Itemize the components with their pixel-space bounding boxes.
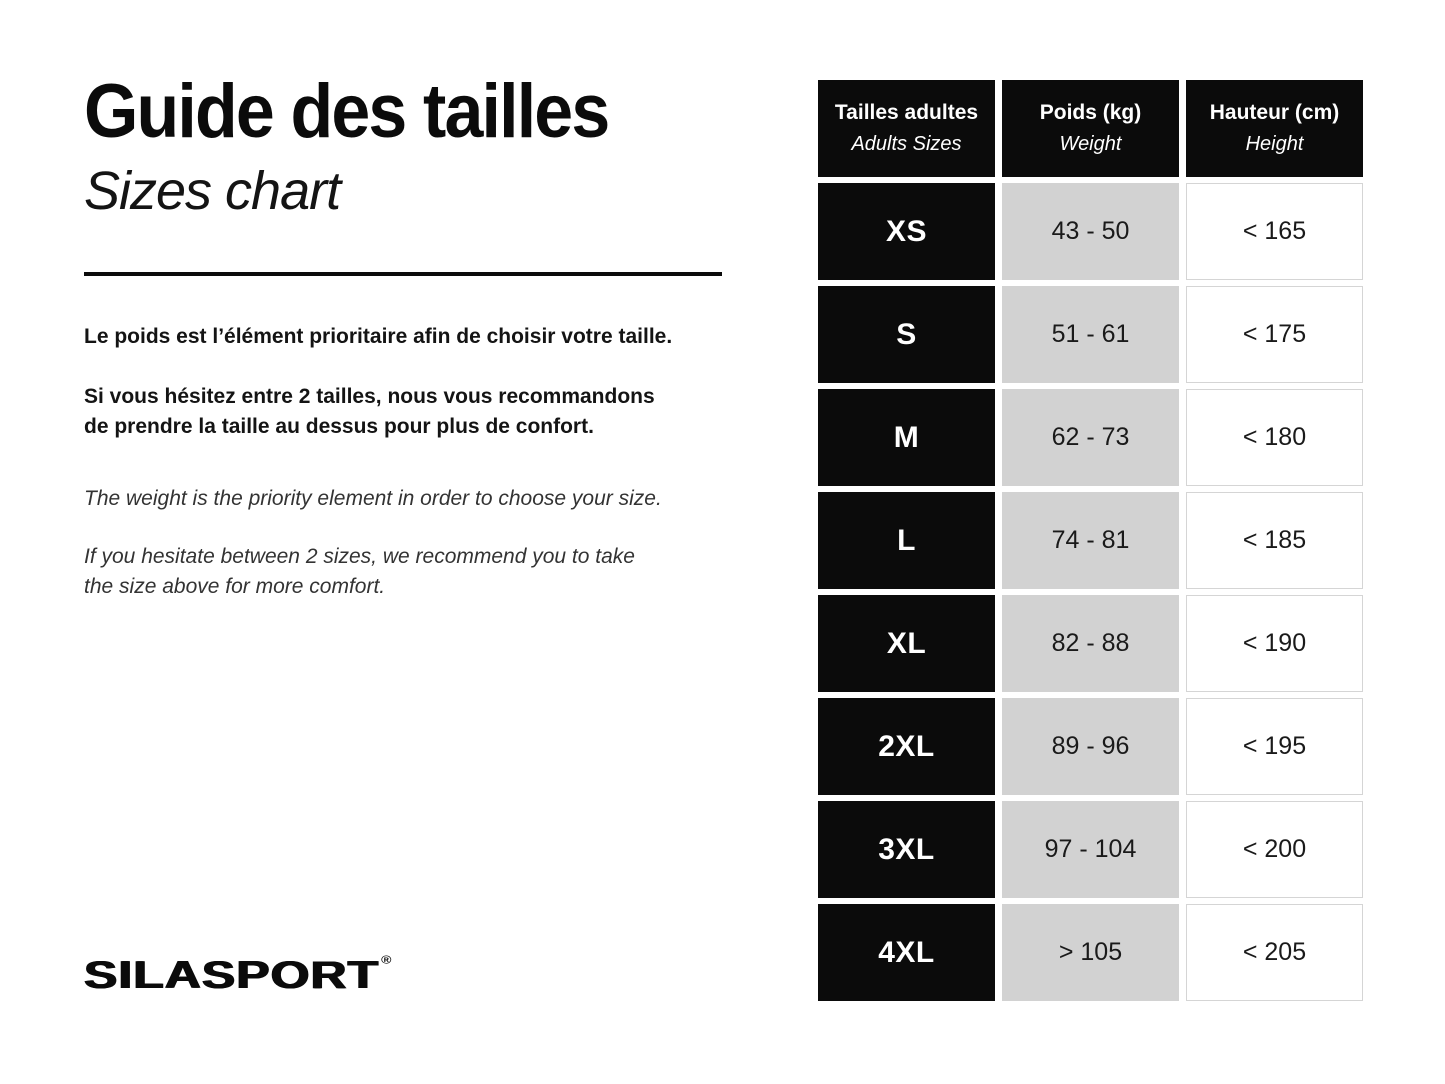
height-cell-xl: < 190 xyxy=(1186,595,1363,692)
brand-logo: SILASPORT ® xyxy=(84,952,392,997)
header-weight-en: Weight xyxy=(1059,133,1122,155)
size-cell-xs: XS xyxy=(818,183,995,280)
size-cell-s: S xyxy=(818,286,995,383)
weight-cell-xl: 82 - 88 xyxy=(1002,595,1179,692)
weight-cell-4xl: > 105 xyxy=(1002,904,1179,1001)
size-cell-l: L xyxy=(818,492,995,589)
registered-trademark-symbol: ® xyxy=(381,953,392,967)
weight-cell-s: 51 - 61 xyxy=(1002,286,1179,383)
height-cell-3xl: < 200 xyxy=(1186,801,1363,898)
size-cell-m: M xyxy=(818,389,995,486)
height-cell-2xl: < 195 xyxy=(1186,698,1363,795)
divider-line xyxy=(84,272,722,276)
weight-cell-3xl: 97 - 104 xyxy=(1002,801,1179,898)
header-weight-fr: Poids (kg) xyxy=(1039,101,1142,124)
height-cell-m: < 180 xyxy=(1186,389,1363,486)
page-subtitle: Sizes chart xyxy=(84,161,341,221)
size-table: Tailles adultes Adults Sizes Poids (kg) … xyxy=(818,80,1363,1001)
height-cell-xs: < 165 xyxy=(1186,183,1363,280)
weight-cell-xs: 43 - 50 xyxy=(1002,183,1179,280)
size-cell-3xl: 3XL xyxy=(818,801,995,898)
header-sizes: Tailles adultes Adults Sizes xyxy=(818,80,995,177)
height-cell-l: < 185 xyxy=(1186,492,1363,589)
page-title: Guide des tailles xyxy=(84,69,610,154)
header-height-en: Height xyxy=(1245,133,1304,155)
size-cell-4xl: 4XL xyxy=(818,904,995,1001)
brand-logo-text: SILASPORT xyxy=(84,952,380,997)
weight-cell-2xl: 89 - 96 xyxy=(1002,698,1179,795)
header-sizes-fr: Tailles adultes xyxy=(834,101,979,124)
intro-fr-2: Si vous hésitez entre 2 tailles, nous vo… xyxy=(84,385,655,438)
height-cell-s: < 175 xyxy=(1186,286,1363,383)
intro-en-1: The weight is the priority element in or… xyxy=(84,487,662,510)
intro-fr-1: Le poids est l’élément prioritaire afin … xyxy=(84,325,673,348)
size-cell-xl: XL xyxy=(818,595,995,692)
weight-cell-m: 62 - 73 xyxy=(1002,389,1179,486)
size-cell-2xl: 2XL xyxy=(818,698,995,795)
height-cell-4xl: < 205 xyxy=(1186,904,1363,1001)
header-sizes-en: Adults Sizes xyxy=(851,133,962,155)
header-height: Hauteur (cm) Height xyxy=(1186,80,1363,177)
intro-en-2: If you hesitate between 2 sizes, we reco… xyxy=(84,545,635,598)
header-height-fr: Hauteur (cm) xyxy=(1209,101,1340,124)
header-weight: Poids (kg) Weight xyxy=(1002,80,1179,177)
weight-cell-l: 74 - 81 xyxy=(1002,492,1179,589)
